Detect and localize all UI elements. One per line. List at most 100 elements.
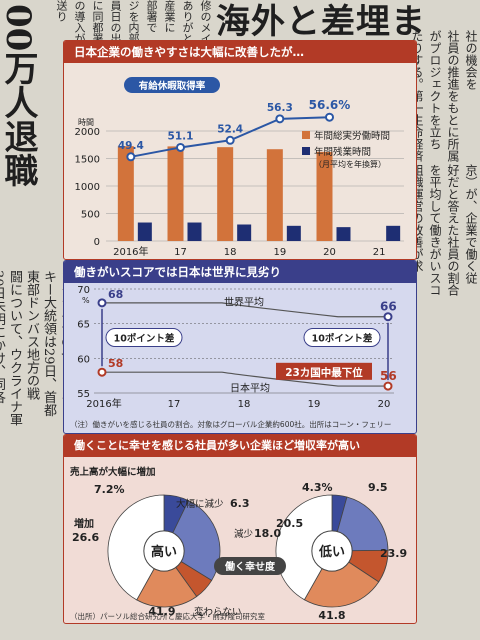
chart1-point-label: 56.3 bbox=[267, 102, 293, 114]
chart2-gap-badge-left bbox=[105, 328, 183, 348]
chart3-source: （出所）パーソル総合研究所と慶応大学・前野隆司研究室 bbox=[70, 611, 265, 621]
chart1-point-paid-leave bbox=[176, 142, 185, 152]
chart2-title: 働きがいスコアでは日本は世界に見劣り bbox=[64, 261, 416, 283]
left-col-4: 30日未明にかけ、同各 bbox=[0, 270, 5, 404]
chart3-value-high: 26.6 bbox=[72, 531, 99, 544]
right-col-1: 社員の推進をもとに所属 bbox=[446, 30, 460, 162]
chart-panel-work-hours: 日本企業の働きやすさは大幅に改善したが… 時間 2000 1500 1000 500 0 2… bbox=[63, 40, 417, 260]
chart2-line-world bbox=[102, 302, 388, 318]
chart3-value-low: 20.5 bbox=[276, 517, 303, 530]
left-columns: ウクライナのゼレンスキー大統領は29日、首都東部ドンバス地方の戦闘について、ウク… bbox=[0, 270, 74, 640]
chart1-title: 日本企業の働きやすさは大幅に改善したが… bbox=[64, 41, 416, 63]
chart2-ytick: 60 bbox=[77, 354, 90, 365]
right-col-14: を平均して働きがいスコ bbox=[428, 163, 442, 296]
left-col-3: 闘について、ウクライナ軍 bbox=[7, 270, 22, 426]
chart2-point-end bbox=[383, 312, 393, 322]
chart3-pie-high-hole bbox=[143, 530, 185, 572]
chart1-xtick: 17 bbox=[174, 247, 187, 258]
chart3-value-low: 9.5 bbox=[368, 481, 388, 494]
chart2-rank-badge bbox=[276, 362, 372, 380]
top-col-1: ありがと bbox=[181, 0, 194, 40]
chart2-ytick: 65 bbox=[77, 320, 90, 331]
chart-panel-engagement: 働きがいスコアでは日本は世界に見劣り 70 65 60 55% 2016年 17 18 19 2… bbox=[63, 260, 417, 434]
right-columns: 社の機会を社員の推進をもとに所属がプロジェクトを立ちたりする。第一生命経済研究所… bbox=[408, 30, 480, 640]
chart1-bar-overtime bbox=[286, 225, 301, 241]
chart3-title: 働くことに幸せを感じる社員が多い企業ほど増収率が高い bbox=[64, 435, 416, 457]
top-col-8: 送り bbox=[55, 0, 68, 22]
chart1-point-paid-leave bbox=[126, 152, 136, 162]
chart3-value-low: 23.9 bbox=[380, 547, 407, 560]
chart3-label-big-down: 大幅に減少 bbox=[176, 498, 224, 510]
left-big-headline: 00万人退職 bbox=[0, 4, 38, 188]
chart1-point-paid-leave bbox=[225, 135, 235, 145]
chart2-xtick: 19 bbox=[308, 399, 321, 410]
chart2-svg: 70656055%2016年1718192068665856世界平均日本平均10… bbox=[70, 285, 397, 429]
chart2-end-label: 66 bbox=[380, 300, 397, 314]
chart3-value-high: 41.9 bbox=[148, 605, 175, 618]
chart2-note: （注）働きがいを感じる社員の割合。対象はグローバル企業約600社。出所はコーン・… bbox=[70, 419, 391, 429]
chart1-xtick: 21 bbox=[373, 247, 386, 258]
chart1-line-label-badge bbox=[124, 77, 220, 93]
chart1-point-label: 52.4 bbox=[217, 123, 243, 135]
chart1-bar-overtime bbox=[386, 225, 401, 241]
top-col-6: に同都署 bbox=[91, 0, 104, 40]
chart3-value-low: 41.8 bbox=[318, 609, 345, 622]
chart2-start-label: 68 bbox=[108, 288, 123, 301]
chart2-world-label: 世界平均 bbox=[224, 297, 264, 309]
chart2-ytick: 70 bbox=[77, 285, 90, 296]
chart1-bar-overtime bbox=[137, 222, 152, 241]
right-col-12: 京）が、企業で働く従 bbox=[464, 163, 478, 284]
right-col-13: 好だと答えた社員の割合 bbox=[446, 163, 460, 296]
chart1-bar-work-hours bbox=[117, 146, 134, 241]
chart1-bar-work-hours bbox=[266, 149, 283, 241]
chart1-xtick: 2016年 bbox=[113, 245, 148, 258]
chart2-line-japan bbox=[102, 371, 388, 387]
left-col-2: 東部ドンバス地方の戦 bbox=[24, 270, 39, 400]
chart1-legend-work: 年間総実労働時間 bbox=[314, 130, 390, 142]
left-col-1: キー大統領は29日、首都 bbox=[41, 270, 56, 417]
chart3-pie-low-slice bbox=[275, 494, 333, 601]
chart1-ytick: 500 bbox=[81, 210, 100, 221]
chart3-pie-high-slice bbox=[136, 550, 198, 608]
chart1-point-label: 56.6% bbox=[309, 98, 351, 112]
chart3-center-low: 低い bbox=[318, 544, 345, 560]
chart-panel-happiness: 働くことに幸せを感じる社員が多い企業ほど増収率が高い 高い 低い 働く幸せ度 売上高が… bbox=[63, 434, 417, 624]
chart1-legend-swatch-over bbox=[302, 147, 310, 155]
chart3-pie-low-hole bbox=[311, 530, 353, 572]
chart1-bar-overtime bbox=[187, 222, 202, 241]
chart1-ytick: 0 bbox=[94, 237, 100, 248]
chart3-value-low: 4.3% bbox=[302, 481, 333, 494]
chart1-point-paid-leave bbox=[325, 112, 334, 122]
chart2-rank-label: 23カ国中最下位 bbox=[285, 366, 363, 379]
chart1-bar-overtime bbox=[237, 224, 252, 241]
chart1-unit: 時間 bbox=[78, 118, 94, 127]
chart1-bar-work-hours bbox=[217, 147, 234, 241]
chart1-legend-over-note: （月平均を年換算） bbox=[314, 159, 386, 169]
chart1-ytick: 2000 bbox=[75, 127, 100, 138]
chart2-gap-label-right: 10ポイント差 bbox=[312, 333, 373, 345]
chart2-gap-label-left: 10ポイント差 bbox=[114, 333, 175, 345]
chart3-label-down: 減少 bbox=[234, 528, 254, 540]
chart3-value-high: 18.0 bbox=[254, 527, 281, 540]
chart1-bar-work-hours bbox=[167, 146, 184, 241]
chart1-point-label: 51.1 bbox=[168, 130, 194, 142]
chart1-point-label: 49.4 bbox=[118, 140, 144, 152]
chart1-legend-swatch-work bbox=[302, 131, 310, 139]
chart2-xtick: 2016年 bbox=[86, 397, 121, 410]
top-col-0: 修のメイ bbox=[199, 0, 212, 40]
right-col-0: 社の機会を bbox=[464, 30, 478, 90]
right-col-2: がプロジェクトを立ち bbox=[428, 30, 442, 150]
top-col-5: 員日の出 bbox=[109, 0, 122, 40]
chart1-bar-overtime bbox=[336, 227, 351, 241]
chart2-start-label: 58 bbox=[108, 357, 123, 370]
top-col-3: 部署で bbox=[145, 0, 158, 33]
chart3-axis-label: 働く幸せ度 bbox=[224, 560, 276, 573]
chart2-gap-badge-right bbox=[303, 328, 381, 348]
chart3-value-high: 7.2% bbox=[94, 483, 125, 496]
top-left-columns: 修のメイ ありがと 産業に 部署で ジを内部 員日の出 に同都署 の導入が 送り bbox=[44, 0, 214, 40]
chart3-pie-low-slice bbox=[303, 550, 380, 608]
chart2-ypct: % bbox=[82, 296, 90, 305]
top-col-4: ジを内部 bbox=[127, 0, 140, 40]
